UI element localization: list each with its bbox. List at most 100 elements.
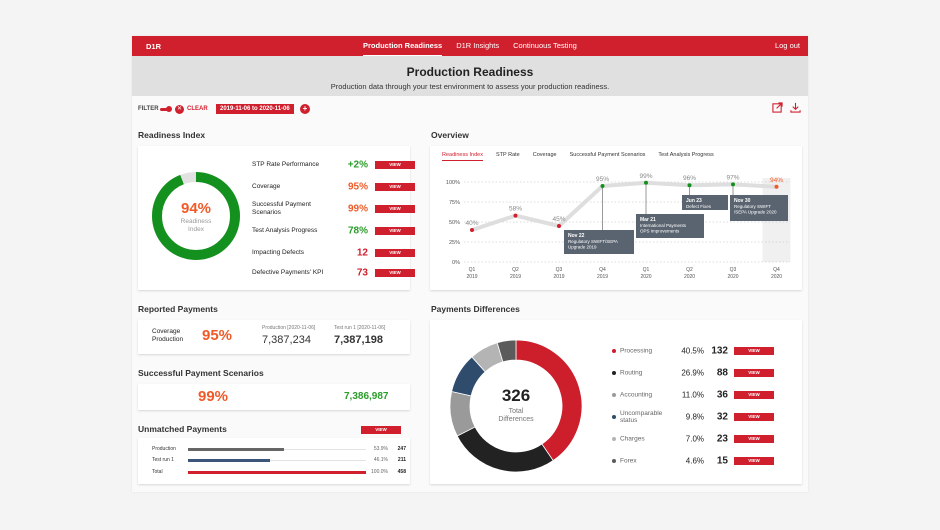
logout-link[interactable]: Log out (774, 41, 800, 50)
view-button[interactable]: VIEW (375, 183, 415, 191)
unmatched-bar-fill (188, 471, 366, 474)
annotation-text: Regulatory SWIFT (734, 204, 771, 209)
view-button[interactable]: VIEW (375, 205, 415, 213)
view-button[interactable]: VIEW (734, 347, 774, 355)
readiness-donut-center: 94% Readiness Index (148, 200, 244, 234)
data-label: 99% (639, 173, 652, 180)
readiness-row-value: 12 (356, 247, 368, 259)
differences-total-label: Total Differences (498, 408, 534, 423)
data-point[interactable] (470, 228, 474, 232)
difference-count: 132 (711, 345, 728, 357)
test-run-value: 7,387,198 (334, 334, 383, 346)
unmatched-bar-fill (188, 459, 271, 462)
donut-hole (470, 360, 562, 452)
readiness-index-title: Readiness Index (138, 130, 206, 140)
annotation-text: Regulatory SWIFT/SEPA (568, 239, 618, 244)
share-icon[interactable] (772, 102, 783, 113)
overview-title: Overview (431, 130, 469, 140)
view-button[interactable]: VIEW (375, 161, 415, 169)
clear-filter-button[interactable]: CLEAR (187, 106, 208, 112)
x-tick-label: 2019 (466, 274, 477, 280)
unmatched-row: Total 100.0% 458 (152, 468, 406, 477)
legend-dot (612, 437, 616, 441)
view-button[interactable]: VIEW (734, 435, 774, 443)
difference-label: Processing (620, 347, 653, 355)
nav-d1r-insights[interactable]: D1R Insights (456, 41, 500, 50)
x-tick-label: 2020 (771, 274, 782, 280)
reported-payments-card: Coverage Production 95% Production [2020… (138, 320, 410, 354)
difference-label: Accounting (620, 391, 653, 399)
x-tick-label: 2019 (553, 274, 564, 280)
x-tick-label: 2019 (597, 274, 608, 280)
overview-card: Readiness Index STP Rate Coverage Succes… (430, 146, 802, 290)
view-button[interactable]: VIEW (734, 391, 774, 399)
view-button[interactable]: VIEW (361, 426, 401, 434)
view-button[interactable]: VIEW (375, 227, 415, 235)
test-run-label: Test run 1 [2020-11-06] (334, 325, 386, 331)
y-tick-label: 100% (446, 180, 460, 186)
annotation-box[interactable] (682, 195, 728, 210)
readiness-row-label: Test Analysis Progress (252, 227, 318, 234)
difference-row: Processing 40.5% 132 VIEW (612, 344, 780, 358)
add-filter-button[interactable]: + (300, 104, 310, 114)
data-point[interactable] (731, 182, 735, 187)
annotation-date: Nov 30 (734, 198, 751, 204)
page-header: Production Readiness Production data thr… (132, 56, 808, 96)
difference-count: 36 (716, 389, 728, 401)
difference-pct: 7.0% (685, 434, 704, 444)
readiness-index-card: 94% Readiness Index STP Rate Performance… (138, 146, 415, 290)
brand-logo[interactable]: D1R (146, 42, 162, 51)
difference-row: Forex 4.6% 15 VIEW (612, 454, 780, 468)
data-point[interactable] (600, 184, 605, 188)
x-tick-label: Q3 (556, 267, 563, 273)
x-tick-label: 2020 (640, 274, 651, 280)
readiness-row-value: 99% (347, 203, 368, 215)
tab-successful-payment-scenarios[interactable]: Successful Payment Scenarios (569, 152, 646, 158)
view-button[interactable]: VIEW (375, 249, 415, 257)
tab-test-analysis-progress[interactable]: Test Analysis Progress (658, 152, 714, 158)
data-point[interactable] (774, 184, 779, 189)
data-point[interactable] (557, 224, 561, 228)
view-button[interactable]: VIEW (734, 369, 774, 377)
nav-production-readiness[interactable]: Production Readiness (363, 36, 443, 56)
readiness-row: Coverage 95% VIEW (252, 180, 415, 194)
difference-count: 15 (716, 455, 728, 467)
production-value: 7,387,234 (262, 334, 311, 346)
annotation-text: OPS Improvements (640, 229, 680, 234)
filter-toggle[interactable] (160, 106, 172, 112)
readiness-row-label: Successful Payment Scenarios (252, 201, 311, 216)
annotation-box[interactable] (730, 195, 788, 221)
readiness-donut (152, 172, 240, 260)
view-button[interactable]: VIEW (375, 269, 415, 277)
nav-continuous-testing[interactable]: Continuous Testing (513, 41, 577, 50)
tab-coverage[interactable]: Coverage (532, 152, 557, 158)
coverage-production-label: Coverage Production (152, 328, 184, 343)
x-tick-label: Q3 (730, 267, 737, 273)
tab-stp-rate[interactable]: STP Rate (495, 152, 520, 158)
unmatched-payments-card: Production 53.9% 247 Test run 1 46.1% 211 To… (138, 438, 410, 484)
payments-differences-title: Payments Differences (431, 304, 520, 314)
view-button[interactable]: VIEW (734, 457, 774, 465)
readiness-row-label: STP Rate Performance (252, 161, 320, 168)
annotation-box[interactable] (564, 230, 634, 254)
annotation-box[interactable] (636, 214, 704, 238)
date-range-chip[interactable]: 2019-11-06 to 2020-11-06 (216, 104, 294, 114)
differences-donut (449, 339, 583, 473)
view-button[interactable]: VIEW (734, 413, 774, 421)
close-icon[interactable]: ✕ (175, 105, 184, 114)
data-point[interactable] (687, 183, 692, 188)
readiness-row-value: 78% (347, 225, 368, 237)
readiness-row: Impacting Defects 12 VIEW (252, 246, 415, 260)
filter-bar: FILTER ✕ CLEAR 2019-11-06 to 2020-11-06 … (138, 102, 802, 118)
readiness-row-value: 95% (347, 181, 368, 193)
readiness-row-label: Coverage (252, 183, 281, 190)
data-label: 40% (465, 220, 478, 227)
tab-readiness-index[interactable]: Readiness Index (442, 152, 483, 161)
download-icon[interactable] (790, 102, 801, 113)
main-nav: Production Readiness D1R Insights Contin… (363, 36, 577, 56)
readiness-row: STP Rate Performance +2% VIEW (252, 158, 415, 172)
data-point[interactable] (513, 213, 518, 218)
data-point[interactable] (644, 180, 648, 185)
unmatched-payments-title: Unmatched Payments (138, 424, 227, 434)
series-line (470, 180, 779, 232)
